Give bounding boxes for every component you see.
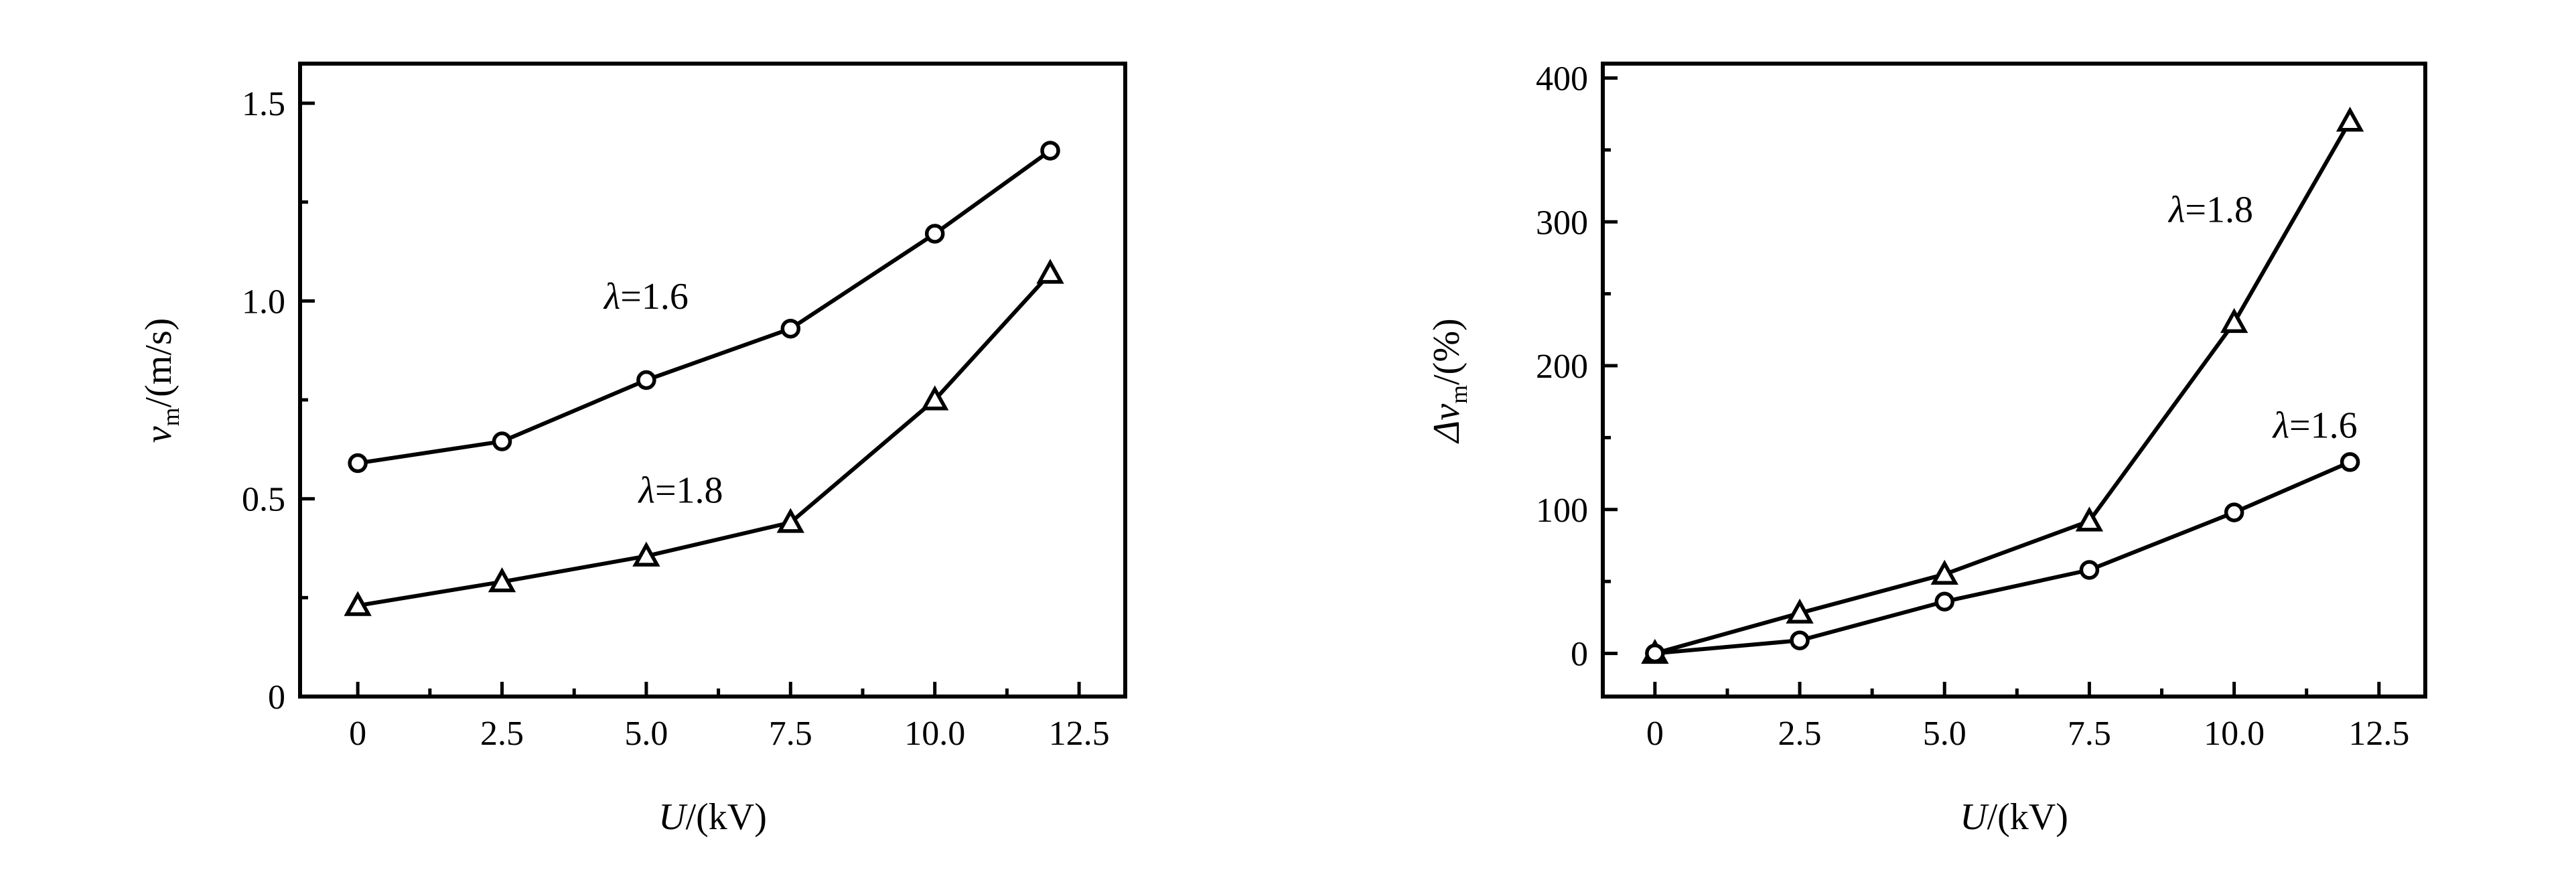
series-annotation: λ=1.8 bbox=[638, 470, 723, 512]
data-point-circle bbox=[1934, 591, 1954, 611]
x-tick-label: 0 bbox=[1646, 715, 1664, 753]
data-point-circle bbox=[2340, 452, 2360, 472]
chart-velocity-series-triangle bbox=[344, 259, 1064, 616]
chart-velocity-increase-frame bbox=[1601, 62, 2427, 699]
data-point-triangle bbox=[2220, 307, 2248, 334]
x-tick-label: 5.0 bbox=[1923, 715, 1966, 753]
y-tick-label: 0.5 bbox=[242, 481, 285, 519]
x-tick-label: 2.5 bbox=[1778, 715, 1822, 753]
x-tick-label: 12.5 bbox=[2348, 715, 2409, 753]
chart-velocity-frame bbox=[298, 62, 1127, 699]
data-point-triangle bbox=[1786, 598, 1814, 624]
x-tick-label: 12.5 bbox=[1049, 715, 1110, 753]
y-tick-label: 100 bbox=[1536, 492, 1588, 530]
chart-velocity: 0 2.5 5.0 7.5 10.0 12.5 0 0.5 1.0 1.5 U/(kV) vm/(m/… bbox=[138, 62, 1127, 838]
x-tick-label: 2.5 bbox=[480, 715, 524, 753]
data-point-circle bbox=[924, 224, 945, 244]
data-point-circle bbox=[1790, 630, 1810, 650]
data-point-triangle bbox=[921, 385, 949, 411]
chart-velocity-series-circle bbox=[348, 141, 1060, 474]
data-point-circle bbox=[636, 370, 656, 390]
series-annotation: λ=1.6 bbox=[2272, 405, 2358, 446]
y-tick-label: 0 bbox=[1571, 636, 1588, 674]
y-tick-label: 400 bbox=[1536, 60, 1588, 98]
y-tick-label: 1.0 bbox=[242, 283, 285, 321]
data-point-triangle bbox=[632, 541, 660, 567]
series-line bbox=[357, 149, 1052, 465]
data-point-triangle bbox=[1930, 559, 1958, 585]
series-line bbox=[1654, 120, 2352, 656]
x-axis-title: U/(kV) bbox=[1960, 796, 2068, 838]
x-tick-label: 0 bbox=[349, 715, 366, 753]
x-tick-label: 5.0 bbox=[624, 715, 668, 753]
data-point-triangle bbox=[344, 591, 372, 616]
data-point-circle bbox=[1645, 643, 1665, 664]
data-point-circle bbox=[780, 318, 801, 339]
data-point-circle bbox=[2079, 560, 2100, 580]
series-annotation: λ=1.6 bbox=[603, 276, 689, 317]
data-point-triangle bbox=[776, 508, 804, 533]
data-point-circle bbox=[1040, 141, 1060, 161]
x-tick-label: 10.0 bbox=[904, 715, 965, 753]
y-tick-label: 200 bbox=[1536, 348, 1588, 386]
data-point-triangle bbox=[488, 567, 516, 593]
y-tick-label: 300 bbox=[1536, 204, 1588, 242]
x-axis-title: U/(kV) bbox=[658, 796, 767, 838]
data-point-triangle bbox=[2075, 506, 2104, 532]
series-line bbox=[1654, 460, 2351, 656]
y-axis-title: vm/(m/s) bbox=[138, 318, 184, 443]
x-tick-label: 10.0 bbox=[2204, 715, 2265, 753]
y-axis-title: Δvm/(%) bbox=[1426, 318, 1472, 443]
chart-velocity-increase: 0 2.5 5.0 7.5 10.0 12.5 0 100 200 300 400 U/(kV) Δvm… bbox=[1426, 60, 2427, 838]
series-annotation: λ=1.8 bbox=[2167, 189, 2253, 230]
data-point-triangle bbox=[1036, 259, 1064, 284]
data-point-triangle bbox=[2336, 106, 2364, 132]
chart-velocity-increase-series-circle bbox=[1645, 452, 2360, 664]
x-tick-label: 7.5 bbox=[769, 715, 812, 753]
data-point-circle bbox=[348, 453, 368, 474]
data-point-circle bbox=[2224, 502, 2244, 522]
data-point-circle bbox=[492, 431, 512, 451]
y-tick-label: 1.5 bbox=[242, 85, 285, 123]
series-line bbox=[357, 272, 1052, 608]
chart-velocity-increase-series-triangle bbox=[1641, 106, 2364, 664]
y-tick-label: 0 bbox=[268, 678, 285, 717]
x-tick-label: 7.5 bbox=[2068, 715, 2111, 753]
